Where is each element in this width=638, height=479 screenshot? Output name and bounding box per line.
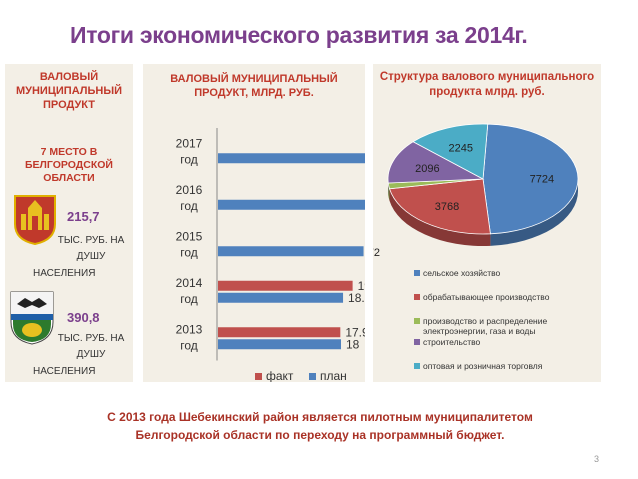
pie-legend-label-3: производство и распределение электроэнер… [423,316,548,336]
legend-swatch [414,270,420,276]
pie-slice-side [490,179,578,246]
unit-1-line-2: ДУШУ [76,251,106,262]
unit-label-1: ТЫС. РУБ. НА ДУШУ [51,233,131,265]
pie-chart: 7724 3768 272 2096 2245 [373,123,579,259]
pie-slice [482,123,579,235]
pie-legend-label-5: оптовая и розничная торговля [423,361,543,371]
bar-value-label: 19.7 [358,279,365,293]
bar-value-label: 17.9 [345,325,365,339]
legend-swatch [414,318,420,324]
bar-category-label: 2016 [176,183,203,197]
bar-value-label: 18.3 [348,291,365,305]
bar-legend-swatch [309,373,316,380]
page-number: 3 [594,454,600,464]
bar-category-label: год [180,292,198,306]
unit-2-line-3: НАСЕЛЕНИЯ [33,366,96,377]
bar-план [218,339,341,350]
unit-2-line-2: ДУШУ [76,349,106,360]
pie-legend-item-5: оптовая и розничная торговля [414,361,543,371]
bar-category-label: год [180,199,198,213]
gmp-per-capita-value-2: 390,8 [67,310,100,325]
pie-slice [387,141,485,184]
unit-label-2: ТЫС. РУБ. НА ДУШУ [51,331,131,363]
bar-category-label: год [180,338,198,352]
pie-slice [388,178,491,235]
shebekino-coat-of-arms-icon [14,195,56,246]
pie-slice-side [389,188,491,246]
pie-chart-title: Структура валового муниципального продук… [379,71,595,98]
bar-факт [218,327,341,338]
gmp-heading: ВАЛОВЫЙ МУНИЦИПАЛЬНЫЙ ПРОДУКТ [15,71,123,111]
rank-text: 7 МЕСТО В БЕЛГОРОДСКОЙ ОБЛАСТИ [25,146,113,184]
unit-2-line-1: ТЫС. РУБ. НА [57,333,125,344]
bar-category-label: 2013 [176,322,203,336]
bar-план [218,292,344,303]
bar-legend-label: план [320,369,347,382]
bar-category-label: год [180,152,198,166]
bar-value-label: 18 [346,337,360,351]
belgorod-region-coat-of-arms-icon [10,291,54,345]
footer-line-2: Белгородской области по переходу на прог… [135,428,505,442]
bar-план [218,246,364,257]
pie-legend-item-1: сельское хозяйство [414,268,501,278]
legend-swatch [414,294,420,300]
pie-value-label: 7724 [530,174,554,186]
bar-category-label: год [180,245,198,259]
bar-legend-swatch [255,373,262,380]
slide-title: Итоги экономического развития за 2014г. [70,22,528,48]
unit-1-line-1: ТЫС. РУБ. НА [57,235,125,246]
bar-category-label: 2017 [176,136,203,150]
bar-legend-label: факт [266,369,294,382]
footer-line-1: С 2013 года Шебекинский район является п… [107,410,533,424]
pie-legend-label-2: обрабатывающее производство [423,292,550,302]
legend-swatch [414,363,420,369]
bar-факт [218,280,353,291]
pie-value-label: 3768 [435,201,459,213]
pie-legend-item-4: строительство [414,337,481,347]
pie-value-label: 2096 [415,163,439,175]
bar-chart-title: ВАЛОВЫЙ МУНИЦИПАЛЬНЫЙ ПРОДУКТ, МЛРД. РУБ… [170,73,338,99]
pie-legend-label-4: строительство [423,337,481,347]
pie-value-label: 272 [373,247,380,259]
bar-chart: 2013год17.9182014год19.718.32015год21.32… [176,128,365,382]
bar-план [218,153,365,164]
bar-category-label: 2014 [176,276,203,290]
left-info-panel: ВАЛОВЫЙ МУНИЦИПАЛЬНЫЙ ПРОДУКТ 7 МЕСТО В … [5,64,133,382]
bar-план [218,199,365,210]
legend-swatch [414,339,420,345]
pie-slice-side [388,183,390,201]
footer-note: С 2013 года Шебекинский район является п… [50,408,590,444]
pie-value-label: 2245 [448,142,472,154]
bar-category-label: 2015 [176,229,203,243]
pie-legend-label-1: сельское хозяйство [423,268,501,278]
pie-legend-item-2: обрабатывающее производство [414,292,550,302]
gmp-per-capita-value-1: 215,7 [67,209,100,224]
unit-1-line-3: НАСЕЛЕНИЯ [33,268,96,279]
pie-slice [412,123,489,180]
pie-legend-item-3: производство и распределение электроэнер… [414,316,588,336]
